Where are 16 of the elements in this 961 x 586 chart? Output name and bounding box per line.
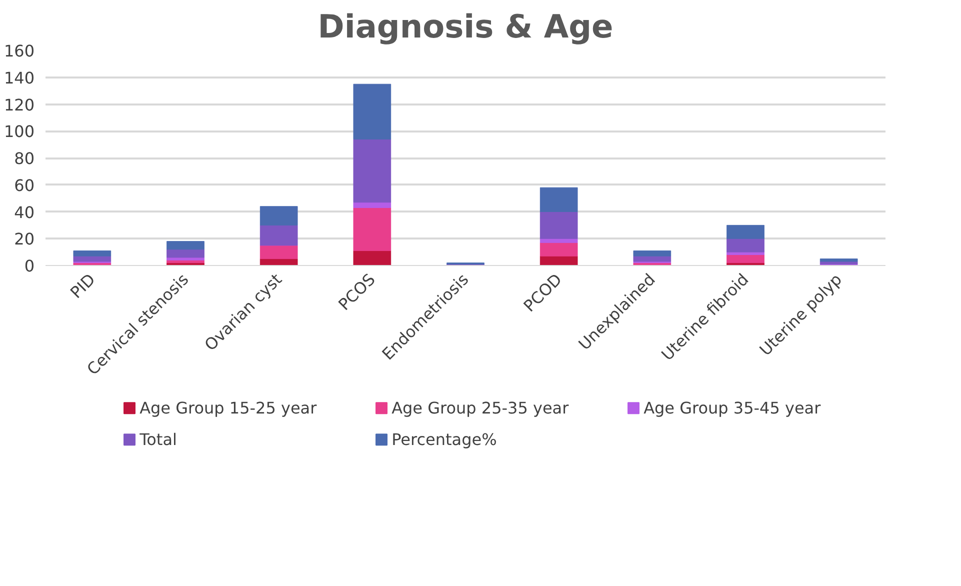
- y-tick-label: 60: [14, 176, 34, 195]
- y-tick-label: 120: [4, 95, 35, 114]
- chart-title: Diagnosis & Age: [318, 8, 614, 46]
- x-tick-label: PID: [66, 270, 99, 302]
- y-tick-label: 40: [14, 202, 34, 222]
- y-tick-label: 140: [4, 68, 35, 88]
- y-tick-label: 20: [14, 230, 34, 249]
- legend-label: Age Group 35-45 year: [644, 398, 822, 418]
- y-tick-label: 160: [4, 42, 35, 60]
- y-tick-label: 100: [4, 122, 35, 142]
- y-tick-label: 0: [24, 256, 35, 276]
- y-tick-label: 80: [14, 149, 34, 168]
- legend-label: Age Group 15-25 year: [140, 398, 318, 418]
- legend-label: Total: [138, 430, 177, 450]
- legend-label: Percentage%: [392, 430, 497, 450]
- legend-label: Age Group 25-35 year: [392, 398, 570, 418]
